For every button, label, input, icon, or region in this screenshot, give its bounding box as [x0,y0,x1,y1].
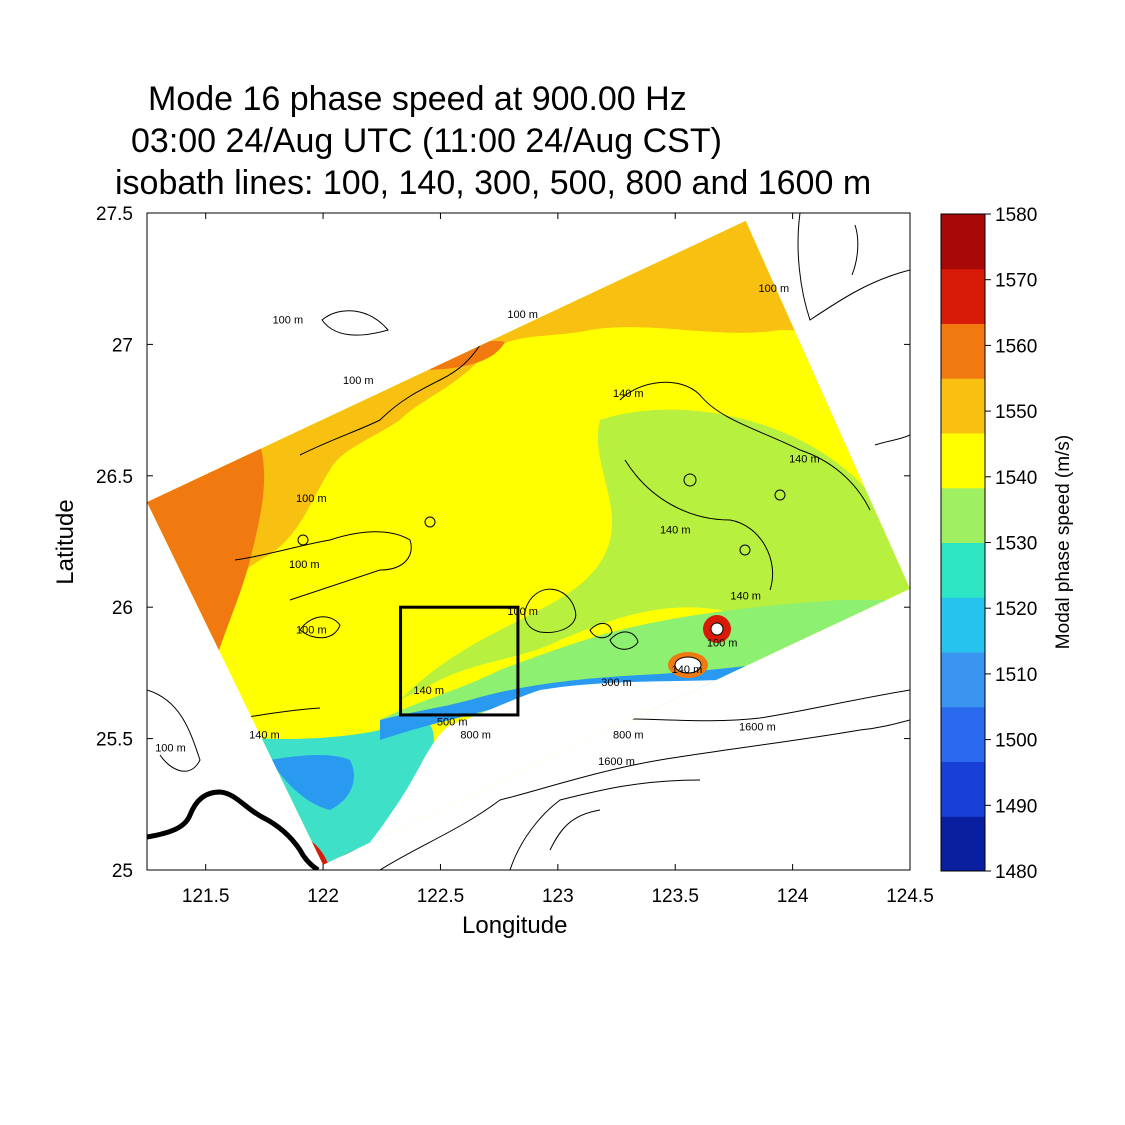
y-tick-label: 25 [112,861,133,882]
isobath-line [797,213,910,321]
isobath-label: 140 m [730,590,761,602]
isobath-label: 100 m [296,624,327,636]
colorbar-swatch [941,542,985,598]
isobath-label: 100 m [296,493,327,505]
coastline [147,789,320,870]
y-tick-label: 26 [112,598,133,619]
colorbar-tick-label: 1500 [995,731,1037,752]
isobath-line [619,381,871,511]
isobath-label: 1600 m [739,722,776,734]
colorbar-tick-label: 1560 [995,336,1037,357]
isobath-line [589,623,613,639]
colorbar-tick-label: 1520 [995,599,1037,620]
isobath-label: 100 m [507,309,538,321]
isobath-label: 140 m [672,664,703,676]
isobath-label: 100 m [759,283,790,295]
field-blue-southwest [270,755,354,810]
y-tick-label: 25.5 [96,730,133,751]
isobath-line [851,224,859,276]
isobath-line [299,616,341,639]
x-tick-label: 121.5 [182,886,230,907]
analysis-box [399,605,520,717]
x-tick-label: 123.5 [651,886,699,907]
y-tick-label: 26.5 [96,467,133,488]
colorbar-swatch [941,214,985,270]
isobath-line [509,779,701,870]
isobath-line [609,631,639,650]
chart-subtitle: 03:00 24/Aug UTC (11:00 24/Aug CST) [131,122,722,160]
isobath-label: 140 m [660,525,691,537]
field-blue-strip [380,655,830,740]
isobath-label: 140 m [789,454,820,466]
colorbar-tick-label: 1480 [995,862,1037,883]
isobath-label: 300 m [601,677,632,689]
isobath-label: 500 m [437,716,468,728]
colorbar-swatch [941,816,985,872]
y-tick-label: 27.5 [96,204,133,225]
isobath-label: 100 m [707,638,738,650]
isobath-annotation: isobath lines: 100, 140, 300, 500, 800 a… [115,164,872,202]
isobath-label: 100 m [343,375,374,387]
colorbar-tick-label: 1490 [995,796,1037,817]
isobath-line [774,489,786,501]
colorbar-tick-label: 1580 [995,205,1037,226]
colorbar-swatch [941,323,985,379]
isobath-line [739,544,751,556]
colorbar-tick-label: 1570 [995,271,1037,292]
axes-frame [146,212,911,871]
x-tick-label: 123 [542,886,574,907]
isobath-line [624,459,774,591]
y-axis-title: Latitude [52,499,79,585]
colorbar-tick-label: 1530 [995,534,1037,555]
x-axis-title: Longitude [462,912,568,939]
isobath-line [297,534,309,546]
isobath-line [524,588,577,634]
isobath-line [299,344,481,456]
colorbar-swatch [941,378,985,434]
colorbar-swatch [941,652,985,708]
colorbar-tick-label: 1550 [995,402,1037,423]
isobath-label: 100 m [289,559,320,571]
eddy-north-core [710,622,724,636]
field-orange-strip [430,340,505,370]
isobath-line [549,809,601,851]
colorbar-tick-label: 1540 [995,468,1037,489]
isobath-line [147,689,201,772]
isobath-line [379,719,910,870]
x-tick-label: 122.5 [417,886,465,907]
isobath-label: 100 m [273,314,304,326]
isobath-label: 800 m [460,730,491,742]
isobath-line [424,516,436,528]
x-tick-label: 124 [777,886,809,907]
colorbar-swatch [941,761,985,817]
y-tick-label: 27 [112,335,133,356]
x-tick-label: 122 [307,886,339,907]
colorbar-swatch [941,268,985,324]
isobath-line [874,434,910,446]
isobath-line [683,473,697,487]
colorbar-swatch [941,706,985,762]
chart-title: Mode 16 phase speed at 900.00 Hz [148,80,687,118]
colorbar-title: Modal phase speed (m/s) [1053,434,1074,650]
isobath-line [321,310,389,336]
isobath-label: 140 m [249,730,280,742]
colorbar-tick-label: 1510 [995,665,1037,686]
isobath-label: 800 m [613,730,644,742]
isobath-label: 1600 m [598,756,635,768]
isobath-label: 140 m [413,685,444,697]
isobath-line [234,531,412,601]
isobath-label: 100 m [507,606,538,618]
x-tick-label: 124.5 [886,886,934,907]
isobath-label: 100 m [155,743,186,755]
eddy-south-core [674,656,702,674]
colorbar-swatch [941,487,985,543]
colorbar-swatch [941,433,985,489]
colorbar-swatch [941,597,985,653]
isobath-label: 140 m [613,388,644,400]
